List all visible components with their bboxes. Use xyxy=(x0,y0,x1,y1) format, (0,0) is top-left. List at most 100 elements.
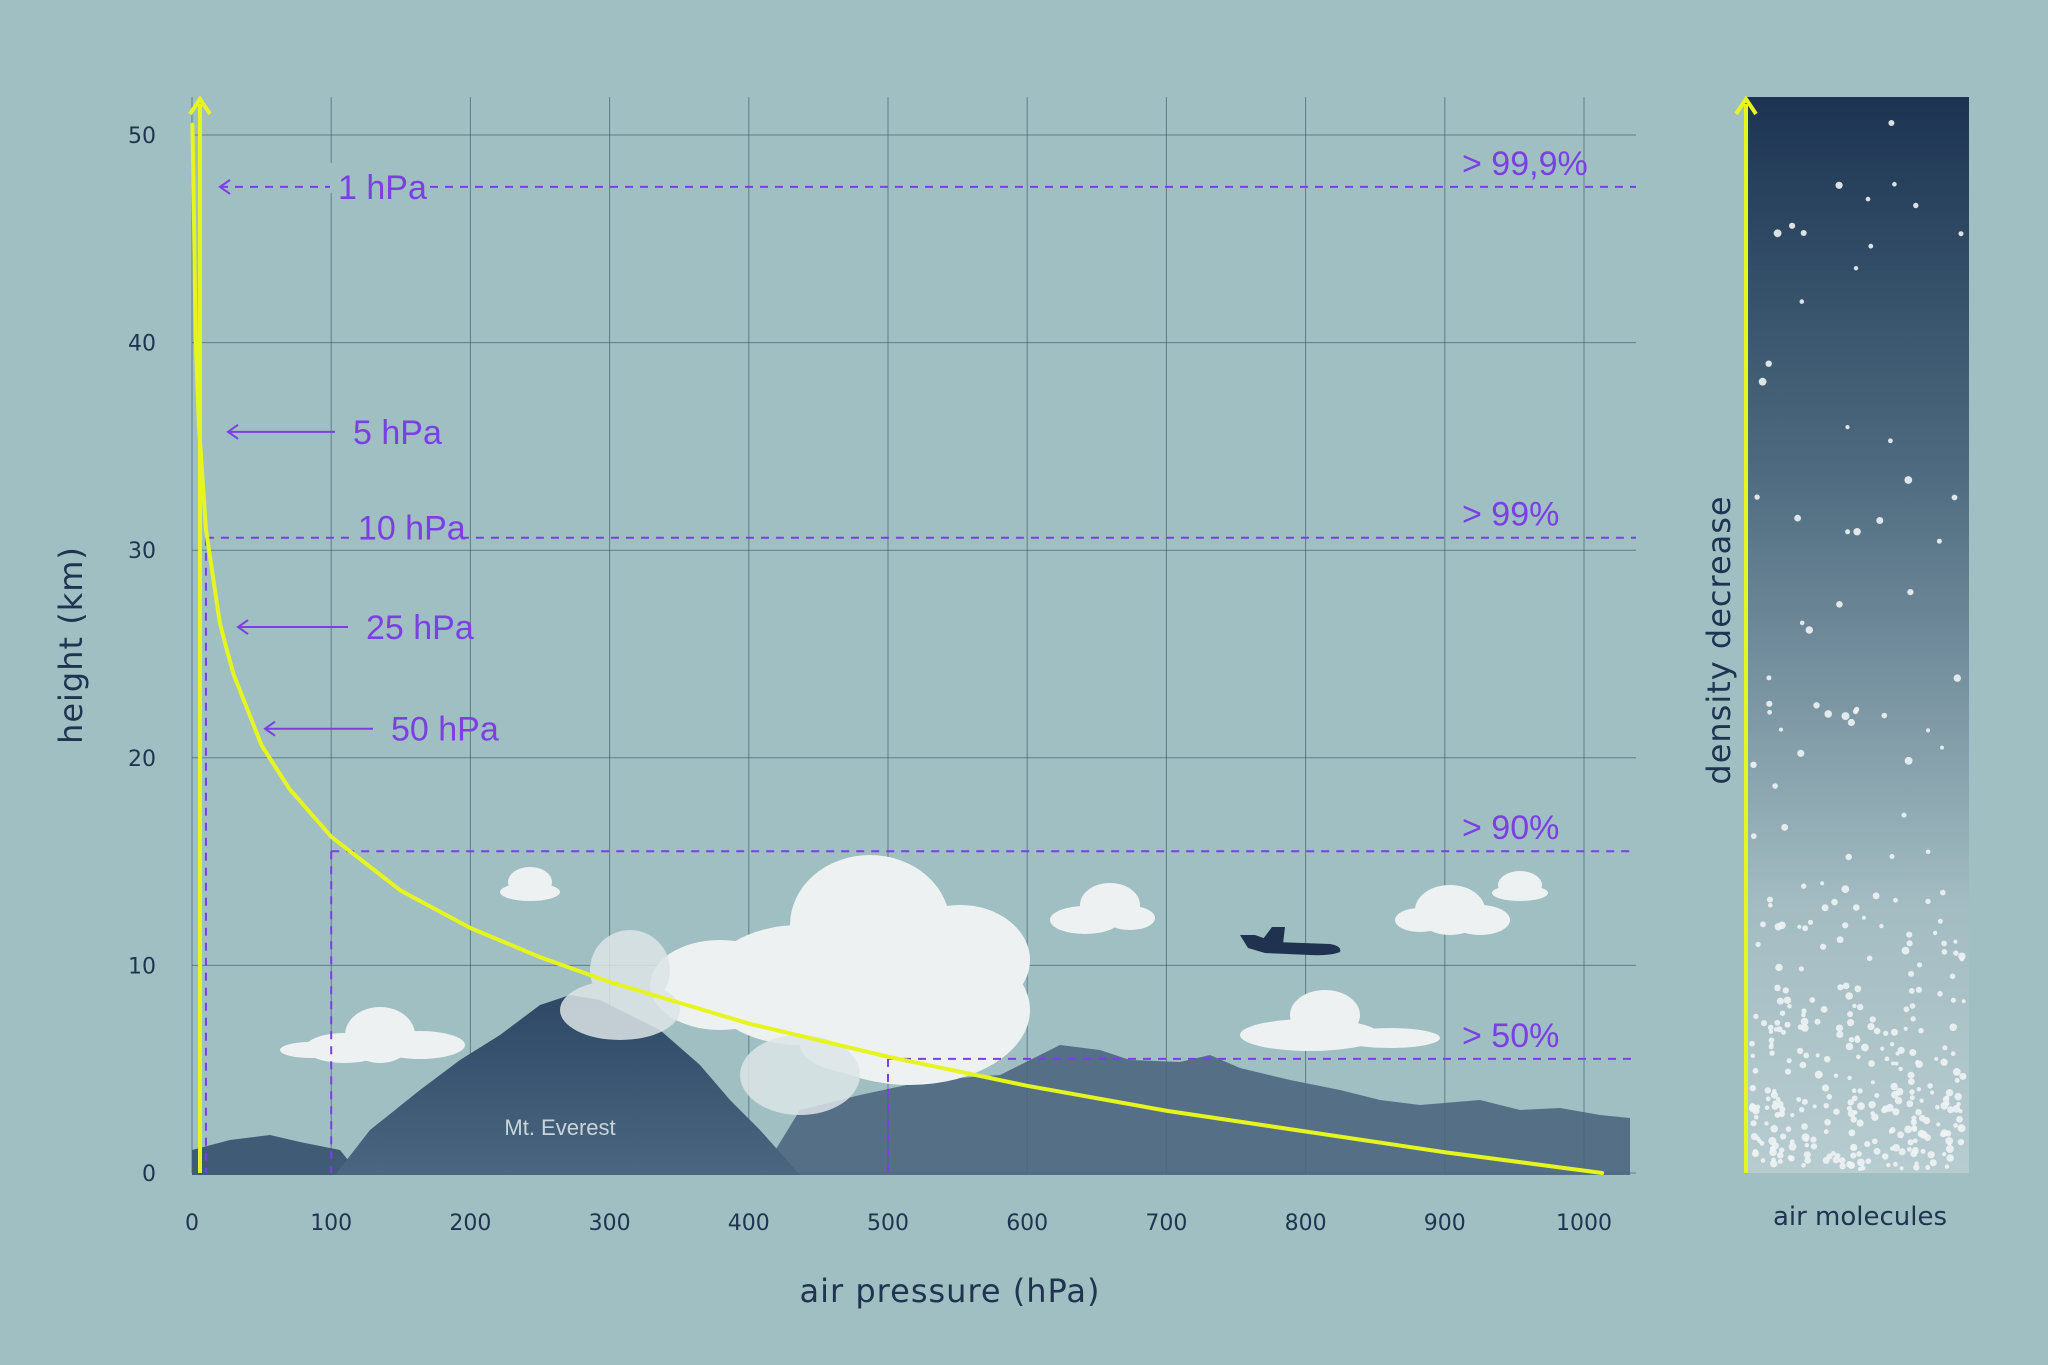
air-molecule-dot xyxy=(1869,1016,1876,1023)
air-molecule-dot xyxy=(1788,1142,1797,1151)
air-molecule-dot xyxy=(1890,1082,1898,1091)
air-molecule-dot xyxy=(1853,266,1859,271)
air-molecule-dot xyxy=(1764,1121,1769,1126)
air-molecule-dot xyxy=(1790,1113,1795,1118)
x-tick-label: 200 xyxy=(449,1211,491,1236)
air-molecule-dot xyxy=(1796,1097,1802,1102)
air-molecule-dot xyxy=(1897,1131,1904,1139)
air-molecule-dot xyxy=(1784,1068,1792,1075)
air-molecule-dot xyxy=(1782,987,1790,994)
air-molecule-dot xyxy=(1789,222,1796,229)
reference-label: 10 hPa xyxy=(358,510,466,548)
air-molecule-dot xyxy=(1882,1153,1889,1160)
air-molecule-dot xyxy=(1835,181,1843,189)
air-molecule-dot xyxy=(1893,1161,1898,1167)
air-molecule-dot xyxy=(1809,997,1816,1003)
cloud-left xyxy=(280,1007,465,1063)
air-molecule-dot xyxy=(1915,1109,1922,1116)
air-molecule-dot xyxy=(1868,1060,1875,1067)
air-molecule-dot xyxy=(1958,231,1964,237)
air-molecule-dot xyxy=(1770,1160,1778,1168)
air-molecule-dot xyxy=(1903,1026,1908,1031)
air-molecule-dot xyxy=(1904,476,1913,484)
air-molecule-dot xyxy=(1847,1019,1855,1027)
air-molecule-dot xyxy=(1911,1115,1917,1121)
air-molecule-dot xyxy=(1801,1098,1808,1105)
air-molecule-dot xyxy=(1907,589,1914,596)
air-molecule-dot xyxy=(1873,1027,1881,1035)
air-molecule-dot xyxy=(1768,903,1773,908)
y-axis-arrow xyxy=(188,95,212,116)
air-molecule-dot xyxy=(1841,712,1850,721)
pressure-curve xyxy=(190,122,1605,1175)
air-molecule-dot xyxy=(1951,494,1958,501)
y-tick-label: 30 xyxy=(128,539,156,564)
air-molecule-dot xyxy=(1769,1050,1775,1056)
air-molecule-dot xyxy=(1749,1040,1755,1047)
air-molecule-dot xyxy=(1826,1094,1833,1100)
air-molecule-dot xyxy=(1850,1116,1857,1123)
air-molecule-dot xyxy=(1888,438,1893,444)
air-molecule-dot xyxy=(1949,1023,1957,1032)
air-molecule-dot xyxy=(1889,1042,1895,1047)
x-tick-label: 100 xyxy=(310,1211,352,1236)
air-molecule-dot xyxy=(1908,970,1915,977)
air-molecule-dot xyxy=(1880,1046,1885,1051)
air-molecule-dot xyxy=(1841,885,1850,893)
air-molecule-dot xyxy=(1796,1047,1804,1055)
air-molecule-dot xyxy=(1786,1058,1792,1064)
air-molecule-dot xyxy=(1837,984,1844,991)
air-molecule-dot xyxy=(1852,708,1859,715)
air-molecule-dot xyxy=(1794,514,1801,522)
air-molecule-dot xyxy=(1908,988,1915,994)
air-molecule-dot xyxy=(1799,620,1805,626)
y-tick-label: 0 xyxy=(142,1162,156,1187)
air-molecule-dot xyxy=(1776,997,1784,1005)
air-molecule-dot xyxy=(1940,1058,1948,1066)
air-molecule-dot xyxy=(1823,1103,1829,1109)
air-molecule-dot xyxy=(1803,1151,1811,1159)
air-molecule-dot xyxy=(1761,1020,1767,1027)
air-molecule-dot xyxy=(1857,1003,1864,1011)
air-molecule-dot xyxy=(1927,1083,1933,1089)
pressure-arrow-head xyxy=(263,720,276,737)
air-molecule-dot xyxy=(1847,1011,1854,1018)
density-title: density decrease xyxy=(1700,495,1738,784)
air-molecule-dot xyxy=(1845,425,1850,430)
air-molecule-dot xyxy=(1836,1030,1844,1039)
air-molecule-dot xyxy=(1915,1060,1923,1068)
air-molecule-dot xyxy=(1767,1024,1774,1031)
air-molecule-dot xyxy=(1916,962,1923,968)
air-molecule-dot xyxy=(1856,1119,1864,1127)
air-molecule-dot xyxy=(1865,196,1871,202)
air-molecule-dot xyxy=(1810,1136,1817,1143)
air-molecule-dot xyxy=(1892,1144,1900,1152)
air-molecule-dot xyxy=(1798,966,1804,972)
air-molecule-dot xyxy=(1959,1072,1967,1080)
hill-left xyxy=(192,1135,360,1175)
air-molecule-dot xyxy=(1801,1163,1806,1168)
pressure-arrow-label: 1 hPa xyxy=(338,169,427,207)
air-molecule-dot xyxy=(1929,1159,1937,1167)
air-molecule-dot xyxy=(1954,1092,1962,1101)
air-molecule-dot xyxy=(1813,702,1820,709)
air-molecule-dot xyxy=(1814,1018,1821,1025)
x-tick-label: 800 xyxy=(1285,1211,1327,1236)
air-molecule-dot xyxy=(1826,1153,1833,1160)
air-molecule-dot xyxy=(1906,1100,1914,1108)
air-molecule-dot xyxy=(1868,1101,1876,1109)
air-molecule-dot xyxy=(1894,1097,1903,1105)
air-molecule-dot xyxy=(1941,940,1947,947)
x-tick-label: 500 xyxy=(867,1211,909,1236)
air-molecule-dot xyxy=(1957,1138,1965,1146)
air-molecule-dot xyxy=(1870,1111,1875,1116)
air-molecule-dot xyxy=(1810,1143,1818,1150)
air-molecule-dot xyxy=(1857,1102,1865,1110)
air-molecule-dot xyxy=(1815,1053,1820,1058)
air-molecule-dot xyxy=(1884,1056,1890,1062)
air-molecule-dot xyxy=(1886,1162,1891,1168)
air-molecule-dot xyxy=(1820,1006,1828,1013)
air-molecule-dot xyxy=(1907,1147,1912,1152)
air-molecule-dot xyxy=(1776,1100,1784,1109)
air-molecule-dot xyxy=(1799,1061,1807,1069)
